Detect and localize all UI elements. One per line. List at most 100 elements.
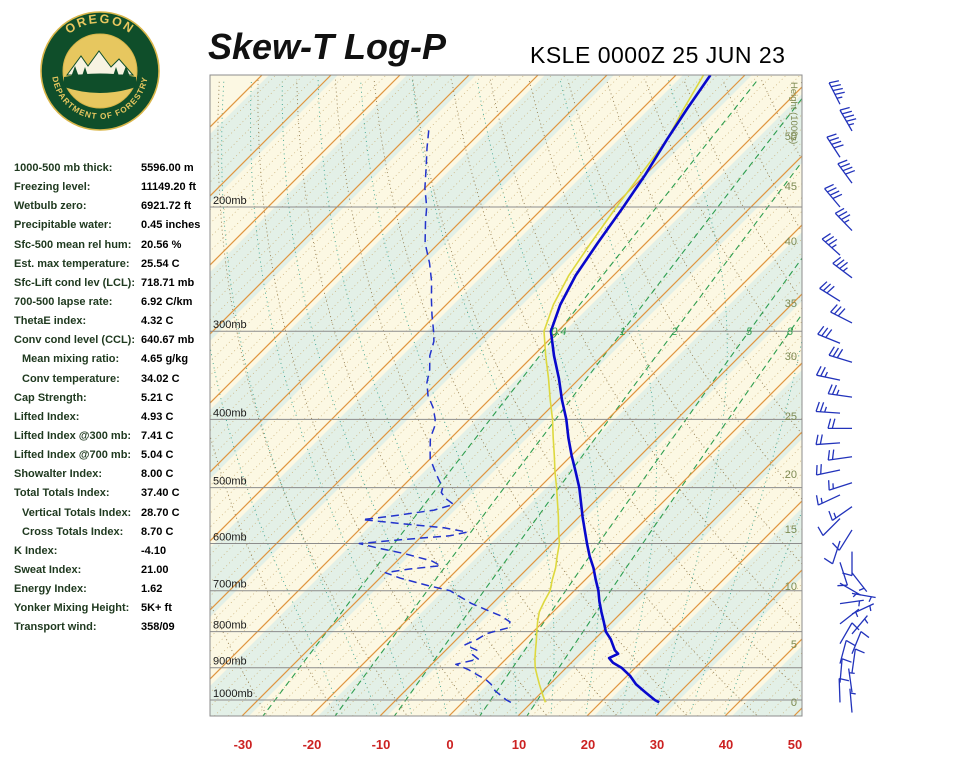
height-tick-label: 20	[785, 469, 797, 481]
page-title: Skew-T Log-P	[208, 26, 447, 67]
temperature-tick-label: -10	[372, 737, 391, 752]
index-label: Cap Strength:	[14, 391, 87, 404]
temperature-tick-label: -30	[234, 737, 253, 752]
index-value: 640.67 mb	[141, 334, 195, 347]
index-label: Sfc-500 mean rel hum:	[14, 238, 132, 251]
index-row: Showalter Index: 8.00 C	[14, 468, 218, 487]
index-row: Total Totals Index: 37.40 C	[14, 487, 218, 506]
height-tick-label: 30	[785, 351, 797, 363]
index-row: Cross Totals Index: 8.70 C	[14, 526, 218, 545]
index-value: 34.02 C	[141, 372, 180, 385]
indices-panel: 1000-500 mb thick: 5596.00 m Freezing leve…	[14, 162, 218, 641]
chart-axis-labels: 200mb 300mb 400mb 500mb 600mb 700mb 800mb 900mb…	[213, 82, 802, 752]
height-tick-label: 25	[785, 411, 797, 423]
index-row: Vertical Totals Index: 28.70 C	[14, 507, 218, 526]
height-axis-title: Height (1000s)	[788, 82, 799, 144]
index-value: 20.56 %	[141, 238, 182, 251]
index-label: Mean mixing ratio:	[22, 353, 120, 366]
index-value: 4.65 g/kg	[141, 353, 189, 366]
index-label: Precipitable water:	[14, 219, 112, 232]
index-value: 358/09	[141, 621, 175, 634]
logo-trees	[71, 66, 130, 79]
index-value: 4.93 C	[141, 410, 174, 423]
index-value: 6.92 C/km	[141, 295, 193, 308]
skewt-plot-area	[210, 75, 802, 716]
mixing-ratio-label: 5	[746, 326, 753, 338]
index-row: Lifted Index: 4.93 C	[14, 411, 218, 430]
index-label: Lifted Index @300 mb:	[14, 429, 132, 442]
temperature-tick-label: 40	[719, 737, 733, 752]
temperature-tick-label: 50	[788, 737, 802, 752]
pressure-label: 1000mb	[213, 688, 253, 700]
index-label: Freezing level:	[14, 181, 91, 194]
index-label: Est. max temperature:	[14, 257, 130, 270]
index-row: Yonker Mixing Height: 5K+ ft	[14, 602, 218, 621]
pressure-label: 800mb	[213, 620, 247, 632]
index-value: 11149.20 ft	[141, 181, 197, 194]
index-label: Lifted Index:	[14, 410, 80, 423]
index-value: 21.00	[141, 563, 169, 576]
mixing-ratio-label: 0.4	[551, 326, 566, 338]
pressure-label: 400mb	[213, 407, 247, 419]
pressure-label: 700mb	[213, 579, 247, 591]
index-value: 6921.72 ft	[141, 200, 192, 213]
station-datetime: KSLE 0000Z 25 JUN 23	[530, 42, 786, 68]
height-tick-label: 50	[785, 131, 797, 143]
index-value: 37.40 C	[141, 487, 180, 500]
index-value: 7.41 C	[141, 429, 174, 442]
index-label: Wetbulb zero:	[14, 200, 87, 213]
height-tick-label: 35	[785, 298, 797, 310]
index-value: 8.70 C	[141, 525, 174, 538]
index-label: Total Totals Index:	[14, 487, 110, 500]
index-value: -4.10	[141, 544, 167, 557]
pressure-label: 600mb	[213, 532, 247, 544]
height-tick-label: 45	[785, 181, 797, 193]
index-row: Precipitable water: 0.45 inches	[14, 219, 218, 238]
height-tick-label: 15	[785, 524, 797, 536]
index-row: Conv cond level (CCL): 640.67 mb	[14, 334, 218, 353]
index-label: Lifted Index @700 mb:	[14, 449, 132, 462]
pressure-label: 200mb	[213, 195, 247, 207]
index-label: Yonker Mixing Height:	[14, 602, 130, 615]
height-tick-label: 40	[785, 236, 797, 248]
index-row: K Index: -4.10	[14, 545, 218, 564]
mixing-ratio-label: 8	[787, 326, 794, 338]
wetbulb-trace	[534, 75, 705, 703]
index-label: Cross Totals Index:	[22, 525, 124, 538]
index-label: Energy Index:	[14, 583, 87, 596]
index-label: Sfc-Lift cond lev (LCL):	[14, 276, 135, 289]
index-value: 718.71 mb	[141, 276, 195, 289]
index-label: Showalter Index:	[14, 468, 103, 481]
index-value: 28.70 C	[141, 506, 180, 519]
index-value: 25.54 C	[141, 257, 180, 270]
index-row: Est. max temperature: 25.54 C	[14, 258, 218, 277]
height-tick-label: 10	[785, 581, 797, 593]
index-row: Transport wind: 358/09	[14, 621, 218, 640]
mixing-ratio-label: 2	[671, 326, 678, 338]
pressure-label: 500mb	[213, 476, 247, 488]
pressure-label: 900mb	[213, 656, 247, 668]
index-label: Sweat Index:	[14, 563, 82, 576]
index-label: Conv temperature:	[22, 372, 120, 385]
index-row: Lifted Index @700 mb: 5.04 C	[14, 449, 218, 468]
index-row: Wetbulb zero: 6921.72 ft	[14, 200, 218, 219]
index-label: Transport wind:	[14, 621, 97, 634]
index-row: Lifted Index @300 mb: 7.41 C	[14, 430, 218, 449]
index-label: K Index:	[14, 544, 58, 557]
dewpoint-trace	[358, 128, 512, 704]
index-label: Vertical Totals Index:	[22, 506, 132, 519]
index-row: Sweat Index: 21.00	[14, 564, 218, 583]
odf-logo: OREGON DEPARTMENT OF FORESTRY	[40, 11, 160, 131]
index-label: 1000-500 mb thick:	[14, 162, 113, 174]
index-label: Conv cond level (CCL):	[14, 334, 136, 347]
pressure-label: 300mb	[213, 319, 247, 331]
temperature-tick-label: 20	[581, 737, 595, 752]
index-value: 5K+ ft	[141, 602, 172, 615]
index-row: Sfc-Lift cond lev (LCL): 718.71 mb	[14, 277, 218, 296]
height-tick-label: 0	[791, 697, 797, 709]
index-label: ThetaE index:	[14, 315, 87, 328]
index-row: 700-500 lapse rate: 6.92 C/km	[14, 296, 218, 315]
index-value: 1.62	[141, 583, 163, 596]
